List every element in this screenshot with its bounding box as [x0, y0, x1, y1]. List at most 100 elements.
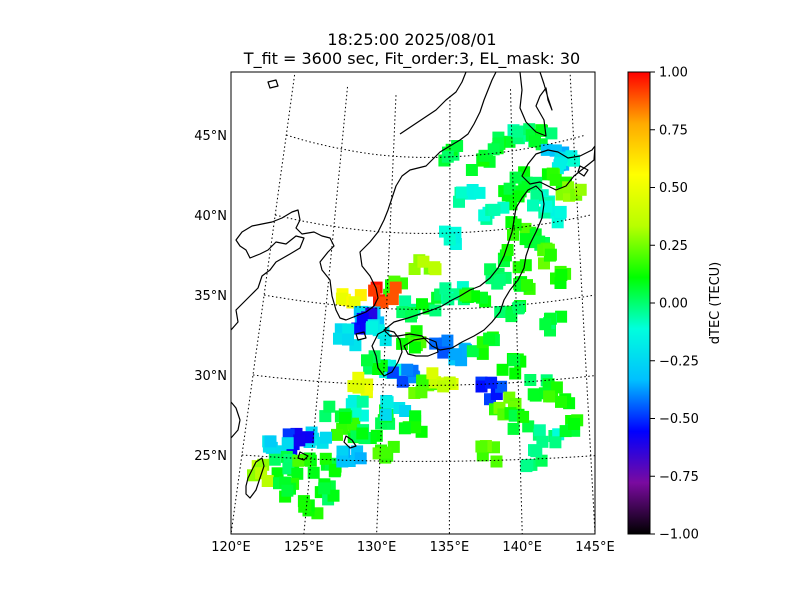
dtec-pixel	[450, 348, 462, 361]
dtec-pixel	[379, 408, 392, 421]
dtec-cell	[368, 281, 402, 309]
dtec-pixel	[342, 323, 355, 336]
coastline-ryukyu-2	[297, 451, 309, 461]
dtec-cell	[478, 201, 510, 225]
latitude-tick-label: 45°N	[194, 129, 227, 144]
dtec-pixel	[271, 467, 284, 480]
dtec-cell	[520, 444, 548, 473]
dtec-pixel	[336, 455, 349, 468]
dtec-pixel	[533, 424, 546, 437]
meridian-line	[448, 95, 451, 534]
dtec-pixel	[555, 310, 568, 323]
dtec-pixel	[399, 405, 412, 417]
dtec-cell	[319, 400, 353, 424]
dtec-cell	[465, 149, 496, 176]
dtec-pixel	[519, 259, 532, 272]
dtec-pixel	[342, 333, 354, 346]
dtec-pixel	[503, 182, 516, 195]
colorbar-tick-label: −0.50	[659, 412, 699, 427]
dtec-pixel	[366, 321, 378, 334]
dtec-pixel	[319, 452, 332, 465]
dtec-pixel	[495, 380, 508, 393]
dtec-cell	[347, 371, 374, 399]
coastline-island-1	[267, 79, 279, 89]
dtec-pixel	[529, 135, 541, 148]
dtec-pixel	[428, 261, 441, 274]
dtec-pixel	[386, 366, 399, 379]
parallel-line	[264, 294, 595, 310]
dtec-cell	[550, 265, 572, 289]
dtec-pixel	[527, 388, 540, 401]
dtec-cell	[350, 424, 383, 445]
coastline-korea-china	[231, 72, 497, 331]
dtec-pixel	[522, 420, 535, 433]
dtec-cell	[539, 310, 568, 337]
figure-title-parameters: T_fit = 3600 sec, Fit_order:3, EL_mask: …	[243, 49, 581, 68]
dtec-pixel	[291, 467, 304, 480]
meridian-line	[569, 74, 595, 534]
coastline-sakhalin	[519, 72, 553, 137]
dtec-cell	[335, 288, 367, 309]
dtec-pixel	[508, 354, 521, 367]
dtec-pixel	[327, 489, 340, 502]
dtec-pixel	[439, 282, 452, 295]
dtec-cell	[291, 452, 320, 480]
dtec-pixel	[318, 482, 331, 495]
dtec-cell	[496, 353, 527, 380]
meridian-line	[303, 86, 348, 534]
colorbar-label: dTEC (TECU)	[708, 262, 723, 345]
meridian-line	[510, 89, 523, 534]
dtec-pixel	[323, 400, 336, 413]
dtec-pixel	[513, 301, 525, 314]
dtec-pixel	[281, 437, 294, 450]
dtec-pixel	[509, 367, 522, 380]
latitude-tick-label: 30°N	[194, 369, 227, 384]
longitude-tick-label: 140°E	[502, 540, 542, 555]
colorbar-tick-label: −0.25	[659, 354, 699, 369]
dtec-cell	[345, 394, 369, 422]
dtec-pixel	[379, 446, 392, 459]
dtec-pixel	[574, 183, 587, 196]
dtec-pixel	[356, 312, 369, 325]
dtec-pixel	[399, 295, 412, 308]
longitude-tick-labels: 120°E 125°E 130°E 135°E 140°E 145°E	[211, 540, 615, 555]
longitude-tick-label: 125°E	[284, 540, 324, 555]
meridian-line	[376, 95, 397, 534]
dtec-cell	[365, 319, 392, 347]
dtec-cell	[361, 350, 388, 375]
dtec-pixel	[361, 354, 373, 367]
dtec-pixel	[415, 386, 428, 399]
dtec-pixel	[549, 173, 562, 186]
dtec-pixel	[555, 395, 567, 408]
dtec-cell	[379, 395, 412, 421]
dtec-cell	[247, 458, 274, 487]
dtec-pixel	[507, 422, 520, 435]
dtec-pixel	[509, 218, 522, 231]
dtec-pixel	[543, 390, 556, 403]
dtec-cell	[559, 414, 584, 438]
dtec-pixel	[544, 248, 557, 261]
dtec-cell	[314, 478, 340, 506]
dtec-pixel	[442, 293, 455, 306]
dtec-pixel	[336, 445, 349, 458]
figure-title-time: 18:25:00 2025/08/01	[327, 30, 497, 49]
longitude-tick-label: 120°E	[211, 540, 251, 555]
colorbar-tick-label: 0.25	[659, 239, 688, 254]
dtec-pixel	[485, 376, 498, 389]
dtec-cell	[453, 184, 486, 208]
dtec-pixel	[466, 345, 479, 358]
dtec-pixel	[396, 375, 409, 388]
dtec-cell	[466, 331, 500, 360]
dtec-pixel	[426, 367, 439, 380]
dtec-pixel	[475, 440, 488, 453]
dtec-pixel	[521, 459, 534, 472]
dtec-pixel	[568, 418, 580, 430]
dtec-cell	[408, 254, 442, 276]
coastline-jeju	[355, 331, 367, 341]
latitude-tick-label: 35°N	[194, 289, 227, 304]
dtec-pixel	[354, 452, 367, 465]
dtec-pixel	[527, 199, 539, 212]
dtec-pixel	[368, 284, 381, 297]
